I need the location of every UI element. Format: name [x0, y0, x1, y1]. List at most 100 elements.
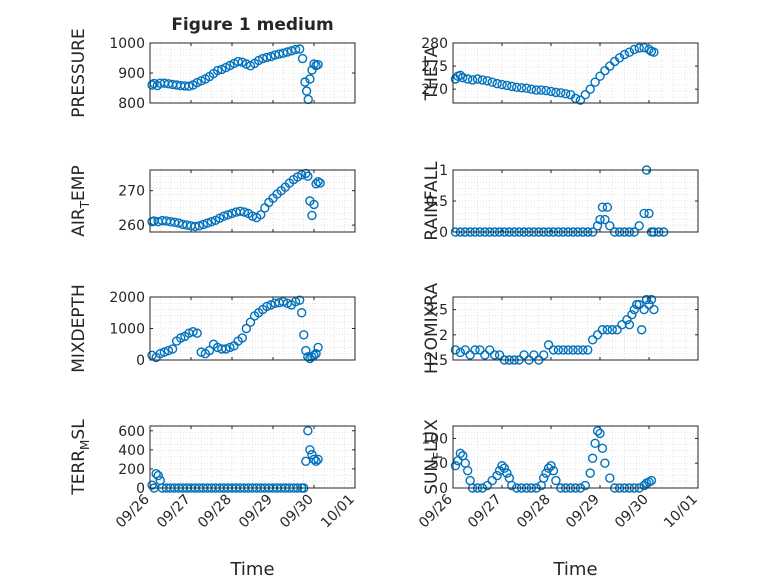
data-point [487, 475, 497, 486]
data-point [225, 342, 235, 353]
y-axis-label: MIXDEPTH [69, 284, 89, 373]
y-tick-label: 0 [136, 353, 145, 369]
y-tick-label: 400 [118, 443, 145, 459]
data-point [305, 74, 315, 84]
data-point [313, 454, 323, 465]
data-point [619, 49, 630, 60]
y-axis-label: TERRMSL [69, 419, 92, 496]
data-point [278, 48, 288, 58]
data-point [480, 350, 490, 360]
data-point [622, 314, 632, 325]
data-point [612, 325, 622, 335]
y-tick-label: 2000 [109, 290, 145, 306]
axes-box [452, 296, 699, 361]
data-point [303, 171, 313, 181]
data-point [502, 468, 512, 478]
data-point [470, 345, 480, 355]
data-point [463, 74, 473, 84]
y-tick-label: 1000 [109, 36, 145, 52]
data-point [450, 345, 461, 355]
data-point [546, 86, 556, 97]
data-point [624, 47, 635, 57]
data-point [455, 347, 466, 358]
data-point [482, 76, 492, 86]
data-point [548, 465, 559, 476]
data-point [573, 345, 583, 355]
data-point [548, 345, 559, 355]
data-point [176, 333, 186, 343]
data-point [644, 299, 654, 310]
axes-box [452, 425, 699, 489]
data-point [516, 83, 527, 93]
data-point [159, 347, 170, 357]
data-point [241, 323, 252, 334]
data-point [475, 345, 485, 355]
data-point [299, 330, 309, 340]
data-point [465, 350, 475, 360]
y-axis-label: THETA [422, 45, 442, 101]
axes-box [149, 425, 356, 489]
data-point [561, 89, 571, 99]
data-point [313, 177, 323, 187]
data-point [472, 74, 483, 84]
data-point [551, 475, 561, 486]
data-point [305, 445, 315, 455]
data-point [151, 468, 161, 479]
data-point [455, 70, 466, 81]
data-point [644, 44, 654, 55]
data-point [492, 78, 502, 89]
data-point [553, 345, 564, 355]
data-point [303, 352, 313, 362]
data-point [499, 463, 510, 473]
data-point [147, 480, 157, 490]
data-point [580, 480, 590, 491]
data-point [494, 350, 505, 360]
data-point [636, 325, 647, 335]
data-point [477, 75, 488, 85]
y-tick-label: 0 [136, 481, 145, 497]
y-tick-label: 260 [118, 218, 145, 234]
data-point [538, 350, 549, 360]
data-point [266, 51, 276, 62]
data-point [634, 43, 644, 53]
y-tick-label: 1000 [109, 322, 145, 338]
data-point [297, 170, 307, 180]
data-point [646, 294, 657, 305]
data-point [184, 81, 194, 91]
series-markers [450, 294, 659, 365]
data-point [309, 59, 319, 69]
grid-lines [150, 43, 355, 103]
data-point [526, 84, 537, 94]
data-point [605, 221, 615, 231]
y-tick-label: 2.5 [426, 303, 448, 319]
data-point [163, 345, 174, 356]
y-tick-label: 270 [118, 184, 145, 200]
data-point [266, 300, 276, 310]
data-point [595, 71, 605, 81]
data-point [556, 88, 566, 98]
data-point [290, 297, 301, 307]
data-point [592, 426, 603, 436]
data-point [600, 65, 610, 76]
data-point [482, 480, 492, 491]
data-point [568, 345, 578, 355]
data-point [639, 42, 649, 53]
x-axis-label: Time [229, 559, 274, 580]
y-tick-label: 275 [421, 59, 448, 75]
data-point [262, 52, 272, 63]
series-markers [147, 44, 323, 105]
data-point [194, 221, 204, 231]
data-point [204, 345, 215, 356]
y-tick-label: 280 [421, 36, 448, 52]
data-point [605, 61, 615, 71]
data-point [311, 456, 321, 466]
data-point [587, 335, 598, 345]
data-point [282, 47, 293, 57]
data-point [485, 345, 495, 355]
data-point [450, 460, 461, 471]
data-point [507, 480, 517, 491]
data-point [489, 350, 500, 360]
series-markers [450, 42, 659, 105]
data-point [519, 350, 529, 360]
data-point [212, 65, 223, 76]
